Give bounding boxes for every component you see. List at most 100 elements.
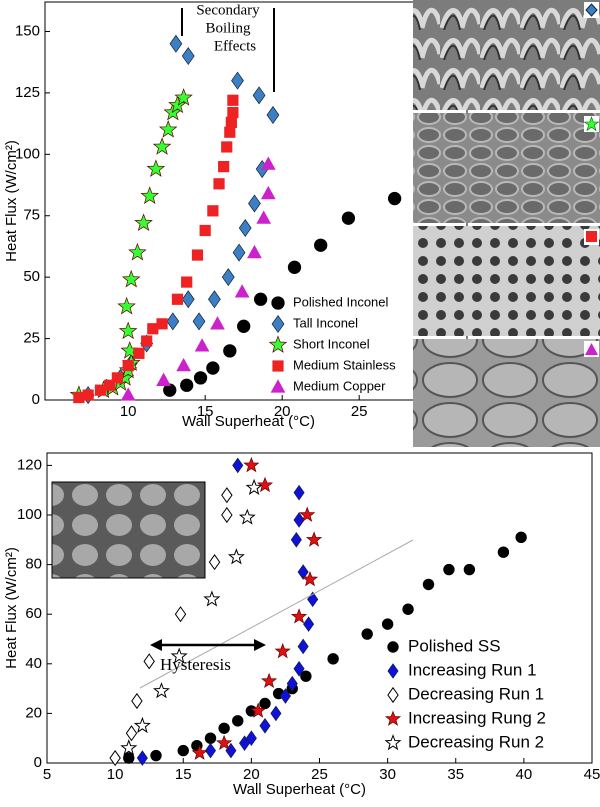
point <box>221 268 235 287</box>
legend-label: Increasing Run 1 <box>408 660 537 679</box>
point <box>299 506 316 522</box>
point <box>314 238 328 252</box>
arrow-head <box>150 639 266 651</box>
point <box>117 296 136 315</box>
legend-label: Decreasing Run 2 <box>408 732 544 751</box>
point <box>180 378 194 392</box>
point <box>248 194 261 213</box>
point <box>218 722 230 734</box>
point <box>270 705 282 722</box>
point <box>208 290 221 309</box>
point <box>227 94 239 106</box>
legend-marker <box>271 314 285 334</box>
sem-panels <box>51 0 600 579</box>
y-tick-label: 60 <box>25 605 42 622</box>
x-tick-label: 40 <box>516 766 533 783</box>
point <box>141 335 153 347</box>
point <box>227 548 245 565</box>
point <box>191 249 204 261</box>
legend-marker <box>268 335 288 353</box>
point <box>94 384 107 396</box>
point <box>191 744 208 760</box>
point <box>118 321 138 340</box>
legend-label: Medium Stainless <box>293 357 396 372</box>
point <box>123 752 135 764</box>
point <box>125 725 138 742</box>
point <box>274 642 291 659</box>
point <box>232 457 244 474</box>
point <box>133 716 151 734</box>
point <box>170 647 188 664</box>
point <box>109 749 121 767</box>
annotation: Hysteresis <box>160 655 231 674</box>
sem-image <box>413 226 600 336</box>
y-tick-label: 75 <box>23 207 40 224</box>
x-tick-label: 35 <box>447 766 464 783</box>
point <box>122 360 134 372</box>
x-tick-label: 25 <box>311 766 328 783</box>
point <box>168 95 187 114</box>
point <box>515 531 527 544</box>
point <box>152 682 170 699</box>
legend-marker <box>387 686 399 704</box>
annotation: Boiling <box>205 20 251 36</box>
legend-label: Polished SS <box>408 636 501 655</box>
y-axis-label: Heat Flux (W/cm²) <box>3 140 20 262</box>
point <box>121 269 141 288</box>
icon <box>585 343 598 355</box>
point <box>177 744 189 757</box>
point <box>237 319 251 333</box>
point <box>497 546 510 558</box>
point <box>216 734 233 751</box>
x-tick-label: 20 <box>243 766 260 783</box>
annotation: Secondary <box>196 2 260 18</box>
x-tick-label: 30 <box>379 766 396 783</box>
y-tick-label: 40 <box>25 655 42 672</box>
point <box>156 318 168 330</box>
legend-label: Short Inconel <box>293 336 370 351</box>
point <box>136 750 148 766</box>
y-tick-label: 125 <box>15 84 40 101</box>
point <box>181 47 195 66</box>
legend-marker <box>387 641 399 653</box>
point <box>305 531 323 547</box>
point <box>163 383 177 397</box>
x-axis-label: Wall Superheat (°C) <box>233 781 366 798</box>
legend-label: Decreasing Run 1 <box>408 684 544 703</box>
point <box>301 571 319 587</box>
point <box>232 715 244 727</box>
point <box>166 312 180 331</box>
point <box>256 476 274 493</box>
point <box>253 292 268 306</box>
point <box>327 653 339 665</box>
point <box>181 276 193 288</box>
point <box>260 156 276 170</box>
point <box>181 290 195 309</box>
point <box>128 242 147 261</box>
x-tick-label: 20 <box>274 403 291 420</box>
point <box>259 717 271 734</box>
point <box>227 106 239 119</box>
y-tick-label: 150 <box>15 22 40 39</box>
point <box>260 185 276 200</box>
point <box>300 670 312 682</box>
y-tick-label: 120 <box>17 456 42 473</box>
y-tick-label: 50 <box>23 268 40 285</box>
y-tick-label: 25 <box>23 330 40 347</box>
point <box>156 372 171 386</box>
point <box>207 205 219 217</box>
point <box>120 739 138 756</box>
point <box>243 456 260 473</box>
point <box>341 211 356 225</box>
point <box>381 618 394 630</box>
point <box>192 312 206 331</box>
legend-marker <box>270 379 286 393</box>
point <box>120 387 136 401</box>
x-tick-label: 15 <box>197 403 214 420</box>
x-tick-label: 15 <box>175 766 192 783</box>
point <box>293 660 305 677</box>
point <box>150 749 162 762</box>
point <box>422 578 435 591</box>
point <box>279 688 291 704</box>
